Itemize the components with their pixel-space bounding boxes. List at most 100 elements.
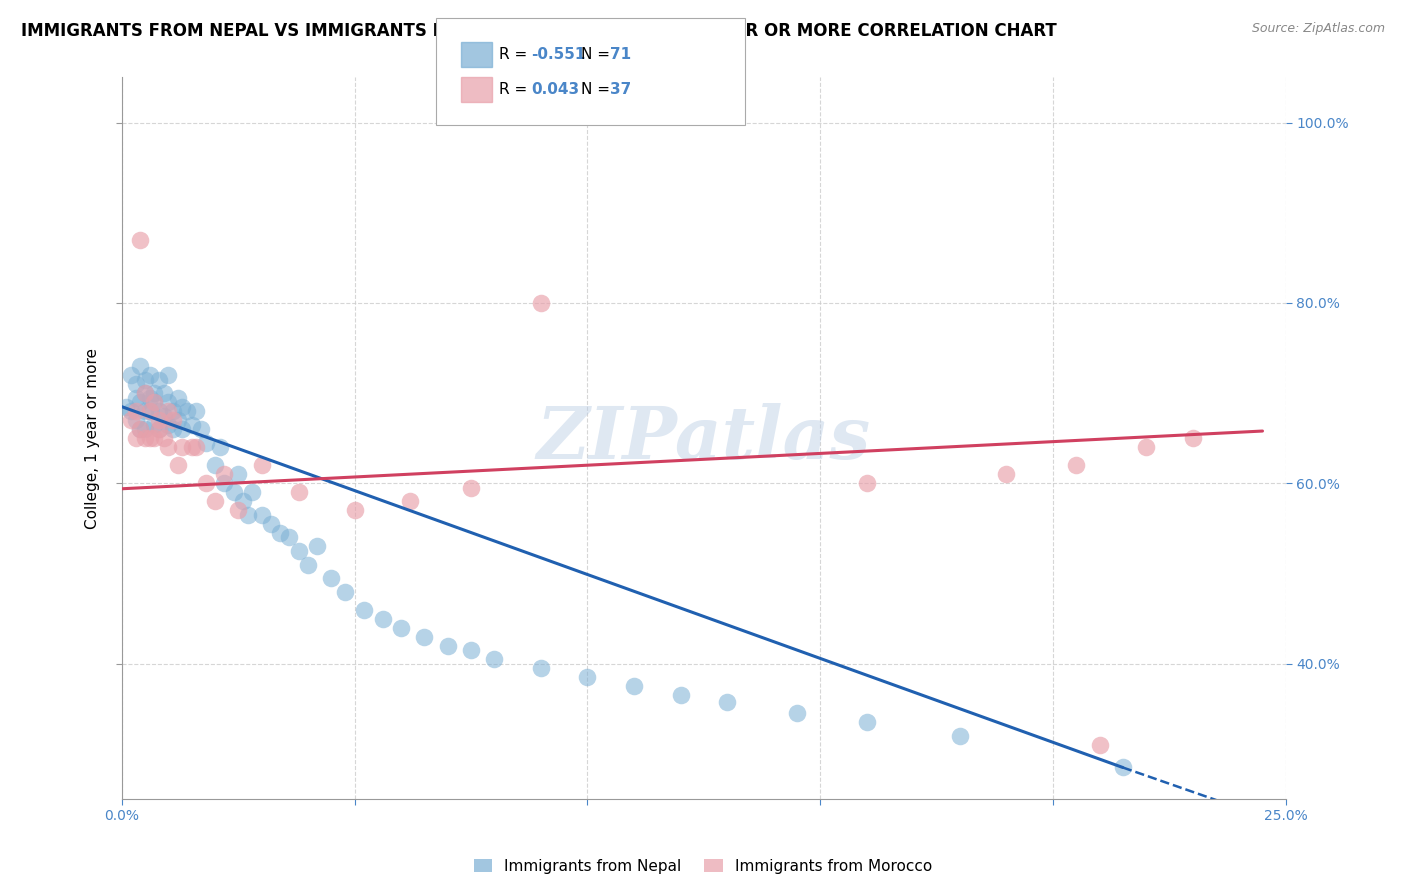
Point: [204, 458, 226, 473]
Text: 0.043: 0.043: [531, 82, 579, 96]
Point: [172, 422, 194, 436]
Point: [576, 670, 599, 684]
Point: [208, 440, 231, 454]
Point: [152, 409, 174, 423]
Point: [134, 386, 156, 401]
Point: [1135, 440, 1157, 454]
Point: [413, 630, 436, 644]
Point: [287, 544, 309, 558]
Point: [180, 440, 202, 454]
Text: N =: N =: [581, 82, 614, 96]
Point: [307, 540, 329, 554]
Point: [125, 404, 148, 418]
Point: [204, 494, 226, 508]
Point: [1181, 431, 1204, 445]
Point: [1088, 738, 1111, 752]
Text: 71: 71: [610, 47, 631, 62]
Point: [134, 431, 156, 445]
Point: [949, 729, 972, 743]
Text: 37: 37: [610, 82, 631, 96]
Point: [343, 503, 366, 517]
Point: [995, 467, 1018, 482]
Point: [143, 395, 166, 409]
Point: [129, 395, 152, 409]
Point: [134, 404, 156, 418]
Point: [125, 391, 148, 405]
Point: [287, 485, 309, 500]
Point: [166, 458, 188, 473]
Point: [186, 404, 208, 418]
Point: [148, 373, 170, 387]
Point: [125, 377, 148, 392]
Point: [222, 485, 245, 500]
Point: [786, 706, 808, 721]
Point: [623, 679, 645, 693]
Point: [530, 296, 553, 310]
Point: [148, 404, 170, 418]
Point: [152, 431, 174, 445]
Point: [212, 467, 235, 482]
Point: [148, 422, 170, 436]
Point: [157, 404, 180, 418]
Point: [148, 413, 170, 427]
Point: [194, 476, 217, 491]
Point: [212, 476, 235, 491]
Point: [855, 476, 877, 491]
Point: [139, 391, 162, 405]
Point: [321, 571, 343, 585]
Point: [120, 404, 142, 418]
Point: [125, 413, 148, 427]
Point: [172, 440, 194, 454]
Point: [278, 531, 301, 545]
Point: [460, 481, 482, 495]
Point: [134, 386, 156, 401]
Point: [143, 386, 166, 401]
Text: N =: N =: [581, 47, 614, 62]
Point: [1112, 760, 1135, 774]
Text: IMMIGRANTS FROM NEPAL VS IMMIGRANTS FROM MOROCCO COLLEGE, 1 YEAR OR MORE CORRELA: IMMIGRANTS FROM NEPAL VS IMMIGRANTS FROM…: [21, 22, 1057, 40]
Point: [176, 404, 198, 418]
Point: [152, 386, 174, 401]
Point: [530, 661, 553, 675]
Point: [436, 639, 458, 653]
Point: [194, 435, 217, 450]
Point: [139, 368, 162, 383]
Point: [484, 652, 506, 666]
Point: [139, 404, 162, 418]
Point: [157, 395, 180, 409]
Point: [162, 413, 184, 427]
Text: ZIPatlas: ZIPatlas: [537, 403, 870, 474]
Point: [125, 431, 148, 445]
Point: [232, 494, 254, 508]
Point: [1064, 458, 1087, 473]
Point: [157, 417, 180, 432]
Y-axis label: College, 1 year or more: College, 1 year or more: [86, 348, 100, 529]
Point: [250, 458, 273, 473]
Point: [353, 602, 375, 616]
Point: [172, 400, 194, 414]
Point: [129, 422, 152, 436]
Text: Source: ZipAtlas.com: Source: ZipAtlas.com: [1251, 22, 1385, 36]
Point: [120, 368, 142, 383]
Point: [143, 431, 166, 445]
Text: -0.551: -0.551: [531, 47, 586, 62]
Point: [269, 525, 291, 540]
Text: R =: R =: [499, 82, 533, 96]
Point: [297, 558, 319, 572]
Point: [134, 373, 156, 387]
Point: [129, 233, 152, 247]
Point: [143, 395, 166, 409]
Point: [180, 417, 202, 432]
Point: [460, 643, 482, 657]
Point: [669, 689, 692, 703]
Point: [226, 503, 249, 517]
Point: [250, 508, 273, 522]
Point: [186, 440, 208, 454]
Point: [115, 400, 138, 414]
Legend: Immigrants from Nepal, Immigrants from Morocco: Immigrants from Nepal, Immigrants from M…: [468, 853, 938, 880]
Point: [139, 431, 162, 445]
Point: [157, 440, 180, 454]
Point: [139, 404, 162, 418]
Point: [134, 422, 156, 436]
Text: R =: R =: [499, 47, 533, 62]
